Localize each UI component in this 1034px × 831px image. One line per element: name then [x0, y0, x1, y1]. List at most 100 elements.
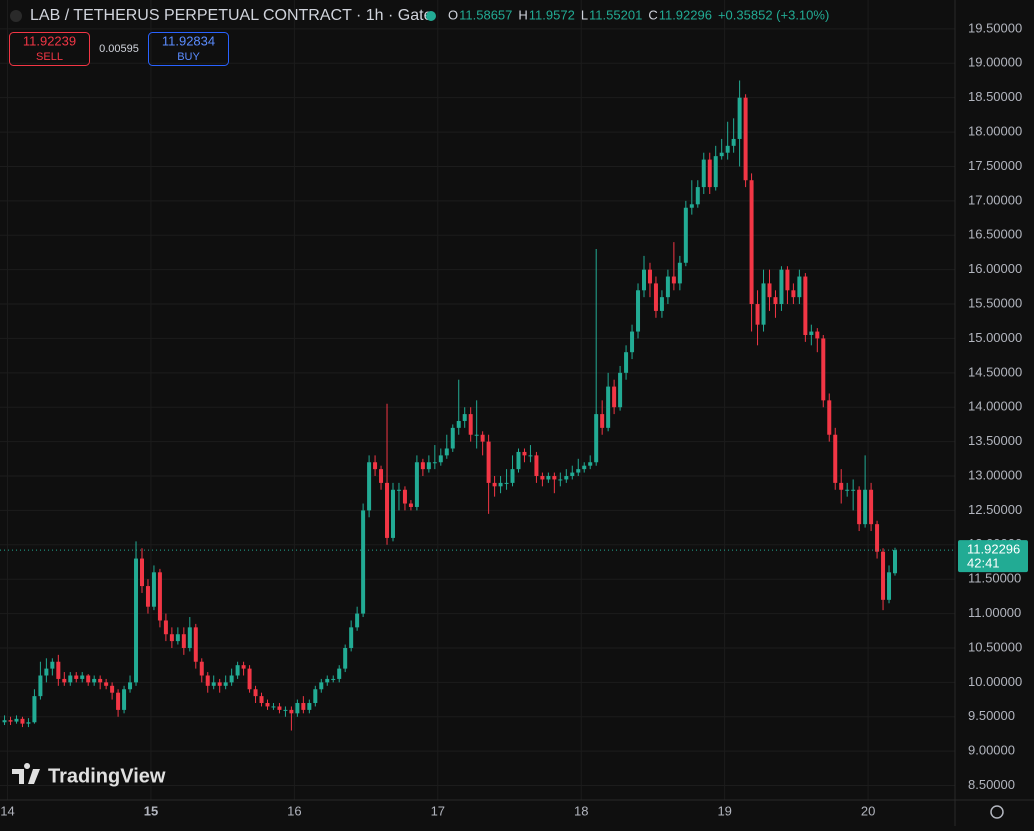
candle-body — [139, 558, 144, 587]
candle-body — [636, 290, 641, 332]
candle-body — [420, 462, 425, 470]
candle-body — [594, 414, 599, 463]
candle-body — [462, 414, 467, 421]
sell-button[interactable] — [9, 32, 90, 66]
candle-body — [337, 668, 342, 679]
y-tick-label: 17.00000 — [968, 192, 1022, 207]
countdown: 42:41 — [967, 556, 1000, 571]
candle-body — [815, 331, 820, 339]
ohlc-value: 11.9572 — [529, 7, 575, 22]
candle-body — [313, 689, 318, 704]
candle-body — [881, 551, 886, 600]
buy-button[interactable] — [148, 32, 229, 66]
candle-body — [8, 720, 13, 722]
candle-body — [62, 678, 67, 683]
candle-body — [444, 448, 449, 456]
candle-body — [331, 678, 336, 680]
candle-body — [845, 489, 850, 491]
y-tick-label: 14.50000 — [968, 364, 1022, 379]
candle-body — [564, 476, 569, 480]
y-tick-label: 8.50000 — [968, 777, 1015, 792]
x-tick-label: 20 — [861, 803, 875, 818]
candle-body — [653, 283, 658, 311]
candle-body — [468, 414, 473, 435]
candle-body — [122, 689, 127, 710]
candle-body — [253, 689, 258, 697]
candle-body — [683, 207, 688, 263]
y-tick-label: 19.00000 — [968, 55, 1022, 70]
candle-body — [134, 558, 139, 683]
candle-body — [725, 145, 730, 153]
y-tick-label: 11.50000 — [968, 571, 1021, 586]
candle-body — [659, 297, 664, 311]
candle-body — [546, 476, 551, 480]
candle-body — [857, 489, 862, 525]
y-tick-label: 18.50000 — [968, 89, 1022, 104]
candle-body — [791, 290, 796, 298]
candle-body — [235, 665, 240, 676]
settings-icon[interactable] — [990, 805, 1004, 819]
candle-body — [588, 462, 593, 466]
y-tick-label: 14.00000 — [968, 399, 1022, 414]
candle-body — [56, 661, 61, 679]
candle-body — [456, 420, 461, 428]
candle-body — [283, 709, 288, 711]
candle-body — [576, 469, 581, 473]
candle-body — [325, 678, 330, 683]
candle-body — [408, 503, 413, 507]
ohlc-label: L — [581, 7, 588, 22]
candle-body — [295, 703, 300, 714]
x-tick-label: 16 — [287, 803, 301, 818]
candle-body — [163, 620, 168, 635]
candle-body — [289, 709, 294, 714]
candle-body — [552, 476, 557, 480]
candle-body — [373, 462, 378, 470]
y-tick-label: 13.00000 — [968, 467, 1022, 482]
candle-body — [2, 720, 7, 723]
candle-body — [414, 462, 419, 507]
x-tick-label: 17 — [431, 803, 445, 818]
candle-body — [104, 682, 109, 686]
candle-body — [211, 682, 216, 686]
candle-body — [128, 682, 133, 690]
candle-body — [707, 159, 712, 188]
candle-body — [701, 159, 706, 188]
candle-body — [193, 627, 198, 662]
candle-body — [522, 451, 527, 456]
candle-body — [875, 524, 880, 552]
candle-body — [797, 276, 802, 298]
candle-body — [600, 414, 605, 428]
watermark: TradingView — [48, 765, 166, 787]
candle-body — [743, 97, 748, 181]
candle-body — [265, 703, 270, 707]
candle-body — [367, 462, 372, 511]
ohlc-label: H — [518, 7, 527, 22]
candle-body — [32, 696, 37, 723]
candle-body — [582, 465, 587, 470]
candle-body — [827, 400, 832, 435]
candle-body — [851, 489, 856, 491]
candle-body — [98, 678, 103, 683]
change: +0.35852 (+3.10%) — [718, 7, 829, 22]
candle-body — [534, 455, 539, 477]
candle-body — [833, 434, 838, 483]
candle-body — [217, 682, 222, 686]
y-tick-label: 9.00000 — [968, 743, 1015, 758]
chart-title: LAB / TETHERUS PERPETUAL CONTRACT · 1h ·… — [30, 7, 433, 24]
candle-body — [50, 661, 55, 669]
candle-body — [187, 627, 192, 648]
candle-body — [157, 572, 162, 621]
candle-body — [785, 269, 790, 291]
candle-body — [80, 675, 85, 679]
y-tick-label: 10.00000 — [968, 674, 1022, 689]
candle-body — [247, 668, 252, 690]
candle-body — [271, 706, 276, 708]
buy-price: 11.92834 — [162, 33, 215, 48]
candle-body — [624, 352, 629, 373]
candle-body — [450, 427, 455, 449]
candle-body — [145, 586, 150, 607]
candle-body — [181, 634, 186, 648]
last-price-tag — [958, 540, 1028, 573]
